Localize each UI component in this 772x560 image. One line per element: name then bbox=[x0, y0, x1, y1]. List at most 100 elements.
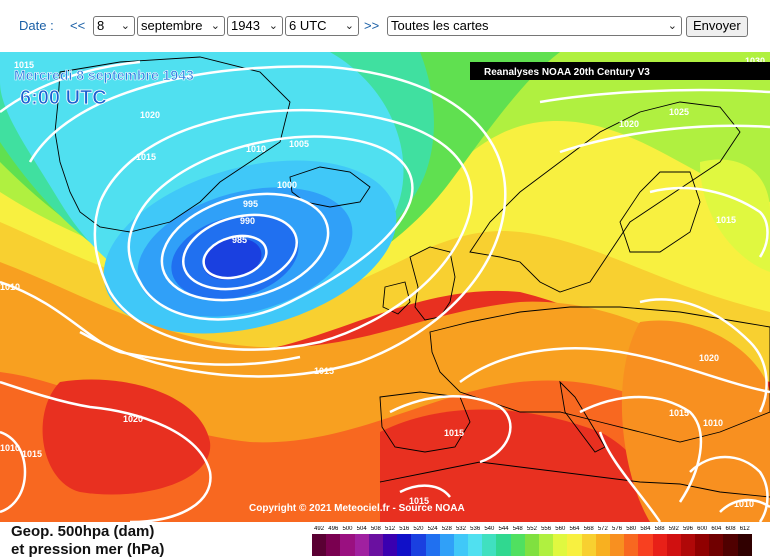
color-scale-swatch bbox=[340, 534, 355, 556]
pressure-label: 1025 bbox=[669, 107, 689, 117]
color-scale-swatch bbox=[709, 534, 724, 556]
color-scale-swatch bbox=[411, 534, 426, 556]
pressure-label: 1010 bbox=[246, 144, 266, 154]
color-scale-tick: 604 bbox=[711, 526, 722, 532]
pressure-label: 1010 bbox=[734, 499, 754, 509]
color-scale-tick: 528 bbox=[441, 526, 452, 532]
pressure-label: 1015 bbox=[22, 449, 42, 459]
color-scale-tick: 600 bbox=[697, 526, 708, 532]
map-type-select-value: Toutes les cartes bbox=[391, 18, 489, 33]
color-scale-swatch bbox=[510, 534, 525, 556]
color-scale-swatch bbox=[539, 534, 554, 556]
color-scale-tick: 524 bbox=[427, 526, 438, 532]
color-scale-swatch bbox=[326, 534, 341, 556]
color-scale-tick: 492 bbox=[314, 526, 325, 532]
color-scale-tick: 588 bbox=[654, 526, 665, 532]
color-scale bbox=[312, 534, 752, 556]
color-scale-swatch bbox=[524, 534, 539, 556]
color-scale-swatch bbox=[695, 534, 710, 556]
pressure-label: 995 bbox=[243, 199, 258, 209]
year-select[interactable]: 1943 ⌄ bbox=[227, 16, 283, 36]
color-scale-tick: 512 bbox=[385, 526, 396, 532]
color-scale-swatch bbox=[652, 534, 667, 556]
chevron-down-icon: ⌄ bbox=[344, 20, 354, 32]
color-scale-swatch bbox=[382, 534, 398, 556]
date-selector-bar: Date : << 8 ⌄ septembre ⌄ 1943 ⌄ 6 UTC ⌄… bbox=[0, 0, 772, 52]
day-select-value: 8 bbox=[97, 18, 105, 33]
year-select-value: 1943 bbox=[231, 18, 260, 33]
pressure-label: 990 bbox=[240, 216, 255, 226]
date-label: Date : bbox=[19, 18, 54, 33]
day-select[interactable]: 8 ⌄ bbox=[93, 16, 135, 36]
color-scale-swatch bbox=[482, 534, 497, 556]
color-scale-ticks: 492 496 500 504 508 512 516 520 524 528 532 536 540 5… bbox=[312, 526, 752, 534]
color-scale-swatch bbox=[638, 534, 653, 556]
color-scale-swatch bbox=[624, 534, 639, 556]
color-scale-tick: 612 bbox=[739, 526, 750, 532]
pressure-label: 1000 bbox=[277, 180, 297, 190]
color-scale-swatch bbox=[666, 534, 681, 556]
pressure-label: 1020 bbox=[123, 414, 143, 424]
color-scale-tick: 572 bbox=[597, 526, 608, 532]
pressure-label: 1030 bbox=[745, 56, 765, 66]
color-scale-swatch bbox=[425, 534, 440, 556]
color-scale-swatch bbox=[581, 534, 596, 556]
source-banner-bg bbox=[470, 62, 770, 80]
color-scale-swatch bbox=[609, 534, 625, 556]
pressure-label: 1005 bbox=[289, 139, 309, 149]
geopotential-map-svg: 1015 1020 1015 1010 1005 1000 995 990 98… bbox=[0, 52, 770, 522]
color-scale-tick: 516 bbox=[399, 526, 410, 532]
color-scale-swatch bbox=[680, 534, 696, 556]
pressure-labels: 1015 1020 1015 1010 1005 1000 995 990 98… bbox=[0, 56, 765, 509]
previous-map-link[interactable]: << bbox=[70, 18, 86, 33]
color-scale-tick: 540 bbox=[484, 526, 495, 532]
color-scale-swatch bbox=[368, 534, 383, 556]
color-scale-tick: 520 bbox=[413, 526, 424, 532]
color-scale-swatch bbox=[496, 534, 511, 556]
color-scale-swatch bbox=[737, 534, 752, 556]
color-scale-tick: 556 bbox=[541, 526, 552, 532]
copyright-text: Copyright © 2021 Meteociel.fr - Source N… bbox=[249, 503, 465, 514]
color-scale-tick: 576 bbox=[612, 526, 623, 532]
hour-select[interactable]: 6 UTC ⌄ bbox=[285, 16, 359, 36]
pressure-label: 1015 bbox=[136, 152, 156, 162]
month-select[interactable]: septembre ⌄ bbox=[137, 16, 225, 36]
hour-select-value: 6 UTC bbox=[289, 18, 327, 33]
color-scale-tick: 544 bbox=[498, 526, 509, 532]
legend-title-line2: et pression mer (hPa) bbox=[11, 541, 165, 558]
map-type-select[interactable]: Toutes les cartes ⌄ bbox=[387, 16, 682, 36]
pressure-label: 1010 bbox=[0, 282, 20, 292]
color-scale-tick: 564 bbox=[569, 526, 580, 532]
color-scale-tick: 504 bbox=[356, 526, 367, 532]
color-scale-swatch bbox=[468, 534, 483, 556]
pressure-label: 1010 bbox=[0, 443, 20, 453]
pressure-label: 985 bbox=[232, 235, 247, 245]
color-scale-swatch bbox=[354, 534, 369, 556]
legend-title-line1: Geop. 500hpa (dam) bbox=[11, 523, 155, 540]
color-scale-tick: 580 bbox=[626, 526, 637, 532]
chevron-down-icon: ⌄ bbox=[268, 20, 278, 32]
color-scale-tick: 560 bbox=[555, 526, 566, 532]
chevron-down-icon: ⌄ bbox=[210, 20, 220, 32]
color-scale-tick: 500 bbox=[342, 526, 353, 532]
month-select-value: septembre bbox=[141, 18, 203, 33]
map-time-title: 6:00 UTC bbox=[20, 87, 107, 109]
color-scale-tick: 608 bbox=[725, 526, 736, 532]
color-scale-tick: 592 bbox=[668, 526, 679, 532]
color-scale-swatch bbox=[595, 534, 610, 556]
pressure-label: 1020 bbox=[619, 119, 639, 129]
pressure-label: 1015 bbox=[669, 408, 689, 418]
submit-button[interactable]: Envoyer bbox=[686, 16, 748, 37]
color-scale-swatch bbox=[397, 534, 412, 556]
color-scale-tick: 536 bbox=[470, 526, 481, 532]
weather-map: 1015 1020 1015 1010 1005 1000 995 990 98… bbox=[0, 52, 770, 522]
pressure-label: 1015 bbox=[409, 496, 429, 506]
chevron-down-icon: ⌄ bbox=[667, 20, 677, 32]
color-scale-tick: 508 bbox=[370, 526, 381, 532]
next-map-link[interactable]: >> bbox=[364, 18, 380, 33]
pressure-label: 1015 bbox=[314, 366, 334, 376]
pressure-label: 1015 bbox=[14, 60, 34, 70]
map-date-title: Mercredi 8 septembre 1943 bbox=[14, 67, 194, 83]
color-scale-tick: 584 bbox=[640, 526, 651, 532]
pressure-label: 1010 bbox=[703, 418, 723, 428]
